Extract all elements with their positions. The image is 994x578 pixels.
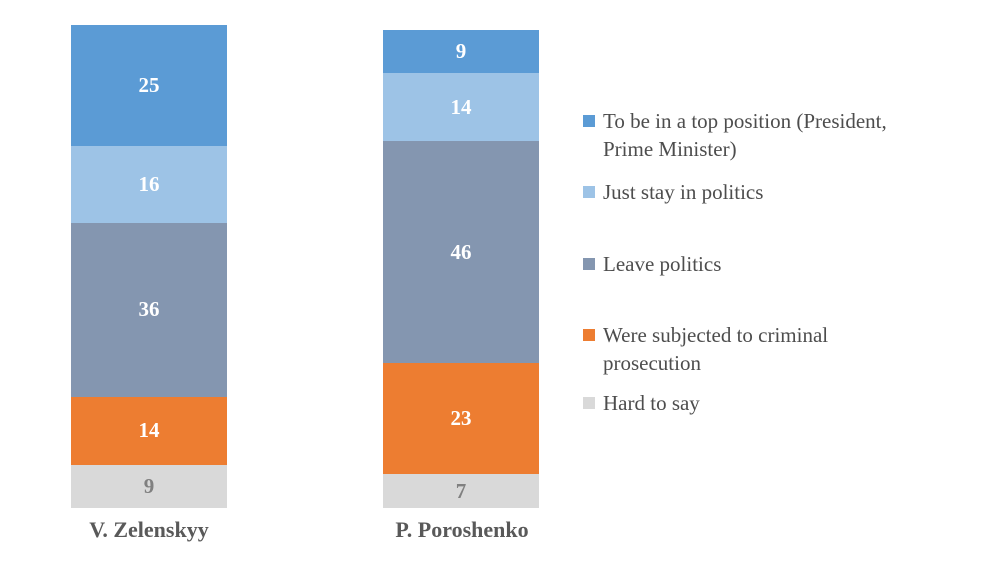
bar-v-zelenskyy: 25 16 36 14 9 (71, 25, 227, 508)
legend: To be in a top position (President, Prim… (583, 0, 983, 578)
legend-label: Were subjected to criminal prosecution (603, 323, 829, 375)
bar-segment-leave-politics: 36 (71, 223, 227, 397)
category-label-poroshenko: P. Poroshenko (395, 517, 529, 542)
bar-segment-to-be-in-a: 9 (383, 29, 539, 74)
segment-value-label: 14 (450, 94, 472, 119)
legend-item-just-stay-in-politics: Just stay in politics (583, 178, 763, 206)
bar-segment-just-stay-in-politics: 14 (383, 73, 539, 141)
legend-item-leave-politics: Leave politics (583, 250, 721, 278)
legend-label: Just stay in politics (603, 180, 764, 204)
segment-value-label: 9 (455, 39, 467, 64)
segment-value-label: 36 (138, 297, 160, 322)
legend-label: Hard to say (603, 391, 700, 415)
category-label-zelenskyy: V. Zelenskyy (89, 517, 209, 542)
segment-value-label: 46 (450, 239, 472, 264)
legend-item-to-be-in-a: To be in a top position (President, Prim… (583, 107, 887, 163)
bar-segment-were-subjected-to-criminal: 23 (383, 363, 539, 475)
legend-marker-icon (583, 397, 595, 409)
legend-item-were-subjected-to-criminal: Were subjected to criminal prosecution (583, 321, 828, 377)
bar-segment-hard-to-say: 9 (71, 464, 227, 508)
bar-segment-were-subjected-to-criminal: 14 (71, 396, 227, 465)
legend-marker-icon (583, 186, 595, 198)
bar-segment-just-stay-in-politics: 16 (71, 145, 227, 224)
bar-p-poroshenko: 9 14 46 23 7 (383, 29, 539, 508)
segment-value-label: 7 (455, 478, 467, 503)
legend-marker-icon (583, 115, 595, 127)
legend-label: Leave politics (603, 252, 722, 276)
segment-value-label: 16 (138, 171, 160, 196)
bar-segment-leave-politics: 46 (383, 140, 539, 364)
bar-segment-hard-to-say: 7 (383, 474, 539, 508)
legend-label: To be in a top position (President, Prim… (603, 109, 887, 161)
bar-segment-to-be-in-a: 25 (71, 25, 227, 146)
segment-value-label: 25 (138, 72, 160, 97)
legend-item-hard-to-say: Hard to say (583, 389, 700, 417)
segment-value-label: 9 (143, 473, 155, 498)
segment-value-label: 23 (450, 406, 472, 431)
legend-marker-icon (583, 329, 595, 341)
segment-value-label: 14 (138, 418, 160, 443)
legend-marker-icon (583, 258, 595, 270)
